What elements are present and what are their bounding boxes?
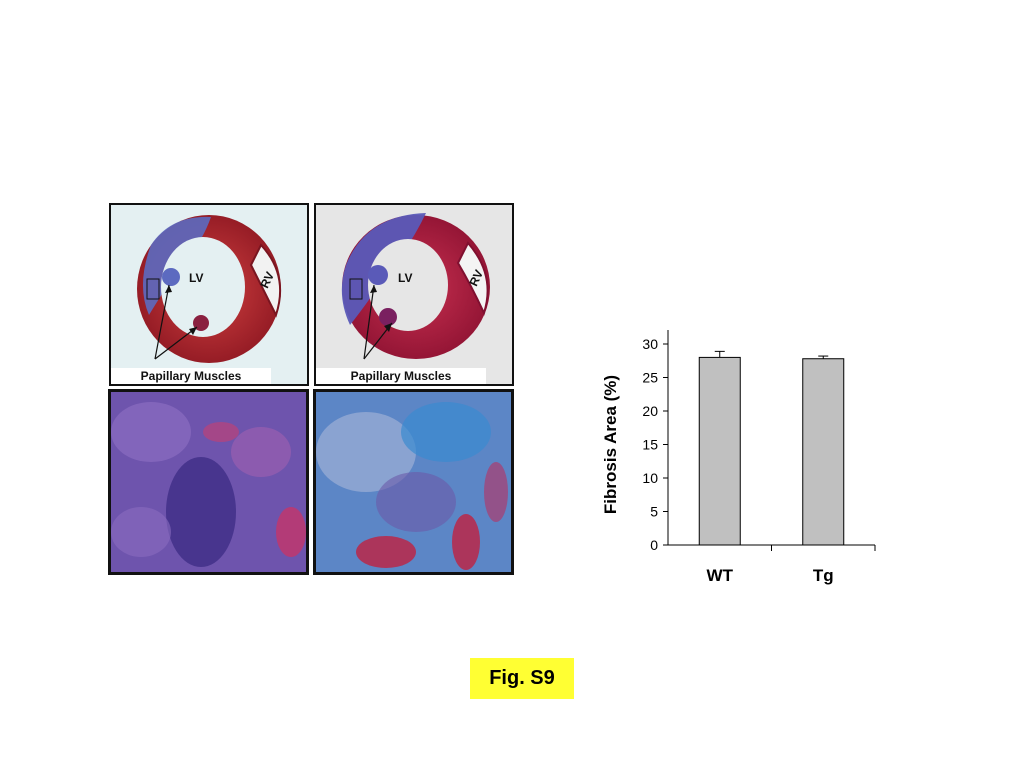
figure-label: Fig. S9 bbox=[470, 658, 574, 699]
y-tick-label: 15 bbox=[642, 437, 658, 453]
y-tick-label: 5 bbox=[650, 504, 658, 520]
y-tick-label: 10 bbox=[642, 470, 658, 486]
lv-label: LV bbox=[398, 271, 413, 285]
heart-section-tg: LV RV Papillary Muscles bbox=[314, 203, 514, 386]
heart-section-image bbox=[341, 213, 490, 360]
y-tick-label: 20 bbox=[642, 403, 658, 419]
lv-label: LV bbox=[189, 271, 204, 285]
bar-wt bbox=[698, 356, 741, 546]
heart-section-wt: LV RV Papillary Muscles bbox=[109, 203, 309, 386]
y-axis-label: Fibrosis Area (%) bbox=[601, 375, 620, 514]
micrograph-image bbox=[316, 392, 511, 572]
micrograph-image bbox=[111, 392, 306, 572]
papillary-muscles-caption: Papillary Muscles bbox=[111, 368, 271, 384]
heart-section-image bbox=[137, 215, 282, 363]
y-tick-label: 0 bbox=[650, 537, 658, 553]
x-tick-label: WT bbox=[707, 566, 734, 585]
micrograph-wt bbox=[108, 389, 309, 575]
y-tick-label: 25 bbox=[642, 370, 658, 386]
micrograph-tg bbox=[313, 389, 514, 575]
papillary-muscles-caption: Papillary Muscles bbox=[316, 368, 486, 384]
bar-tg bbox=[802, 358, 845, 546]
y-tick-label: 30 bbox=[642, 336, 658, 352]
x-tick-label: Tg bbox=[813, 566, 834, 585]
fibrosis-bar-chart: 0 5 10 15 20 25 30 Fibrosis Area (%) WT Tg bbox=[601, 330, 876, 585]
